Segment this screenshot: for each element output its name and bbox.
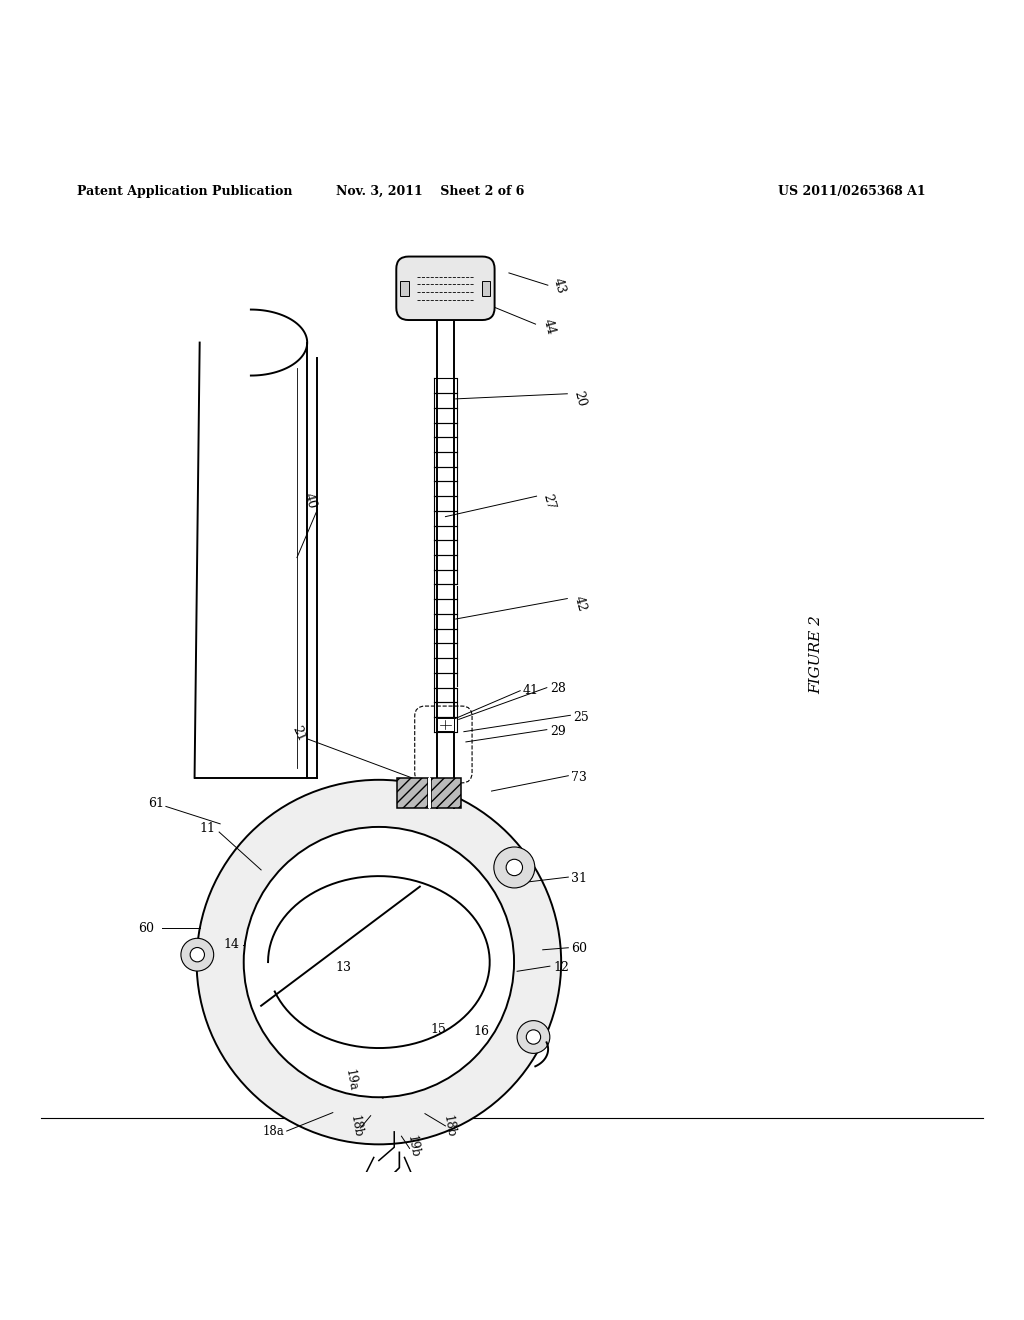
Text: Nov. 3, 2011    Sheet 2 of 6: Nov. 3, 2011 Sheet 2 of 6: [336, 185, 524, 198]
Circle shape: [506, 859, 522, 875]
Bar: [482, 281, 490, 296]
Circle shape: [181, 939, 214, 972]
Bar: [437, 718, 454, 731]
Text: 40: 40: [302, 492, 318, 511]
Text: 73: 73: [571, 771, 588, 784]
Bar: [428, 777, 430, 808]
Text: 41: 41: [522, 684, 539, 697]
Text: Patent Application Publication: Patent Application Publication: [77, 185, 292, 198]
Text: 16: 16: [473, 1026, 489, 1039]
Text: 12: 12: [553, 961, 569, 974]
Text: 14: 14: [223, 939, 240, 952]
Text: 60: 60: [138, 921, 155, 935]
Text: 61: 61: [148, 797, 165, 810]
Text: 21: 21: [290, 723, 308, 743]
Text: 28: 28: [550, 682, 566, 696]
Text: 25: 25: [573, 711, 589, 723]
Text: 11: 11: [200, 822, 216, 836]
Circle shape: [197, 780, 561, 1144]
Text: 31: 31: [571, 871, 588, 884]
Bar: [430, 777, 461, 808]
Text: 13: 13: [336, 961, 352, 974]
Text: FIGURE 2: FIGURE 2: [809, 615, 823, 694]
Text: 44: 44: [541, 318, 557, 337]
Bar: [397, 777, 428, 808]
Text: 29: 29: [550, 725, 565, 738]
Text: 18b: 18b: [440, 1114, 457, 1138]
FancyBboxPatch shape: [396, 256, 495, 319]
Polygon shape: [195, 343, 317, 777]
Text: 42: 42: [571, 594, 588, 612]
Text: 18a: 18a: [262, 1125, 284, 1138]
Circle shape: [244, 826, 514, 1097]
Text: 19b: 19b: [404, 1134, 421, 1159]
Text: 19a: 19a: [343, 1068, 359, 1092]
Circle shape: [526, 1030, 541, 1044]
Text: 27: 27: [541, 492, 557, 511]
Text: 60: 60: [571, 942, 588, 956]
Text: US 2011/0265368 A1: US 2011/0265368 A1: [778, 185, 926, 198]
Text: 18b: 18b: [348, 1114, 365, 1138]
Bar: [400, 281, 409, 296]
Circle shape: [494, 847, 535, 888]
Text: 43: 43: [551, 277, 567, 296]
Circle shape: [190, 948, 205, 962]
Circle shape: [517, 1020, 550, 1053]
Text: 15: 15: [430, 1023, 446, 1036]
Text: 20: 20: [571, 389, 588, 408]
